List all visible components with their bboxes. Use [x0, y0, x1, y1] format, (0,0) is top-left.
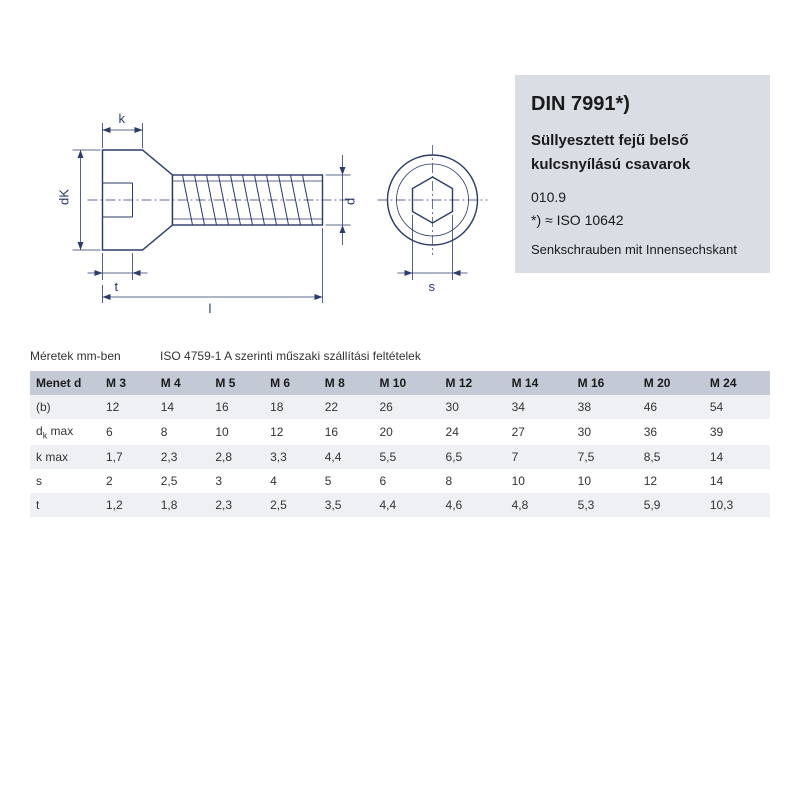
cell: 3,5 — [319, 493, 374, 517]
cell: 30 — [440, 395, 506, 419]
col-h: M 20 — [638, 371, 704, 395]
cell: 8 — [155, 419, 210, 445]
row-label: (b) — [30, 395, 100, 419]
table-row: k max1,72,32,83,34,45,56,577,58,514 — [30, 445, 770, 469]
cell: 27 — [506, 419, 572, 445]
col-h: M 6 — [264, 371, 319, 395]
cell: 18 — [264, 395, 319, 419]
cell: 1,2 — [100, 493, 155, 517]
cell: 4,6 — [440, 493, 506, 517]
col-h: M 24 — [704, 371, 770, 395]
table-row: s22,53456810101214 — [30, 469, 770, 493]
cell: 6,5 — [440, 445, 506, 469]
table-row: t1,21,82,32,53,54,44,64,85,35,910,3 — [30, 493, 770, 517]
col-h: M 10 — [373, 371, 439, 395]
cell: 2,3 — [209, 493, 264, 517]
row-label: dk max — [30, 419, 100, 445]
cell: 4 — [264, 469, 319, 493]
cell: 54 — [704, 395, 770, 419]
col-h: M 12 — [440, 371, 506, 395]
cell: 5,5 — [373, 445, 439, 469]
cell: 12 — [638, 469, 704, 493]
cell: 16 — [319, 419, 374, 445]
cell: 16 — [209, 395, 264, 419]
cell: 12 — [100, 395, 155, 419]
cell: 10,3 — [704, 493, 770, 517]
cell: 36 — [638, 419, 704, 445]
table-header-row: Menet d M 3 M 4 M 5 M 6 M 8 M 10 M 12 M … — [30, 371, 770, 395]
standard-note: *) ≈ ISO 10642 — [531, 210, 754, 231]
caption-units: Méretek mm-ben — [30, 349, 121, 363]
cell: 14 — [155, 395, 210, 419]
technical-drawing: k dK d t l s — [30, 75, 515, 325]
cell: 12 — [264, 419, 319, 445]
cell: 1,8 — [155, 493, 210, 517]
cell: 10 — [572, 469, 638, 493]
col-h: M 14 — [506, 371, 572, 395]
dim-label-t: t — [115, 279, 119, 294]
cell: 5,3 — [572, 493, 638, 517]
cell: 46 — [638, 395, 704, 419]
row-label: s — [30, 469, 100, 493]
cell: 38 — [572, 395, 638, 419]
cell: 4,4 — [373, 493, 439, 517]
cell: 2,8 — [209, 445, 264, 469]
cell: 2,5 — [264, 493, 319, 517]
cell: 6 — [373, 469, 439, 493]
dim-label-d: d — [343, 198, 358, 205]
standard-title: DIN 7991*) — [531, 89, 754, 119]
standard-grade: 010.9 — [531, 187, 754, 208]
spec-table: Menet d M 3 M 4 M 5 M 6 M 8 M 10 M 12 M … — [30, 371, 770, 517]
table-row: dk max68101216202427303639 — [30, 419, 770, 445]
cell: 10 — [506, 469, 572, 493]
cell: 24 — [440, 419, 506, 445]
info-panel: DIN 7991*) Süllyesztett fejű belső kulcs… — [515, 75, 770, 273]
cell: 2,3 — [155, 445, 210, 469]
caption-std: ISO 4759-1 A szerinti műszaki szállítási… — [160, 349, 421, 363]
cell: 2 — [100, 469, 155, 493]
dim-label-k: k — [119, 111, 126, 126]
col-h: M 4 — [155, 371, 210, 395]
standard-desc: Süllyesztett fejű belső kulcsnyílású csa… — [531, 129, 754, 177]
cell: 10 — [209, 419, 264, 445]
col-h: M 8 — [319, 371, 374, 395]
cell: 5,9 — [638, 493, 704, 517]
cell: 5 — [319, 469, 374, 493]
row-label: t — [30, 493, 100, 517]
col-h: M 5 — [209, 371, 264, 395]
cell: 7,5 — [572, 445, 638, 469]
table-caption: Méretek mm-ben ISO 4759-1 A szerinti műs… — [30, 349, 770, 363]
cell: 2,5 — [155, 469, 210, 493]
cell: 7 — [506, 445, 572, 469]
cell: 8 — [440, 469, 506, 493]
dim-label-l: l — [209, 301, 212, 316]
cell: 3 — [209, 469, 264, 493]
cell: 3,3 — [264, 445, 319, 469]
header-first: Menet d — [30, 371, 100, 395]
cell: 14 — [704, 445, 770, 469]
cell: 1,7 — [100, 445, 155, 469]
cell: 6 — [100, 419, 155, 445]
cell: 30 — [572, 419, 638, 445]
cell: 39 — [704, 419, 770, 445]
cell: 4,4 — [319, 445, 374, 469]
table-row: (b)1214161822263034384654 — [30, 395, 770, 419]
col-h: M 3 — [100, 371, 155, 395]
cell: 4,8 — [506, 493, 572, 517]
cell: 26 — [373, 395, 439, 419]
row-label: k max — [30, 445, 100, 469]
cell: 8,5 — [638, 445, 704, 469]
col-h: M 16 — [572, 371, 638, 395]
cell: 34 — [506, 395, 572, 419]
cell: 14 — [704, 469, 770, 493]
dim-label-dk: dK — [57, 189, 72, 205]
cell: 22 — [319, 395, 374, 419]
cell: 20 — [373, 419, 439, 445]
dim-label-s: s — [429, 279, 436, 294]
standard-sub: Senkschrauben mit Innensechs­kant — [531, 241, 754, 259]
